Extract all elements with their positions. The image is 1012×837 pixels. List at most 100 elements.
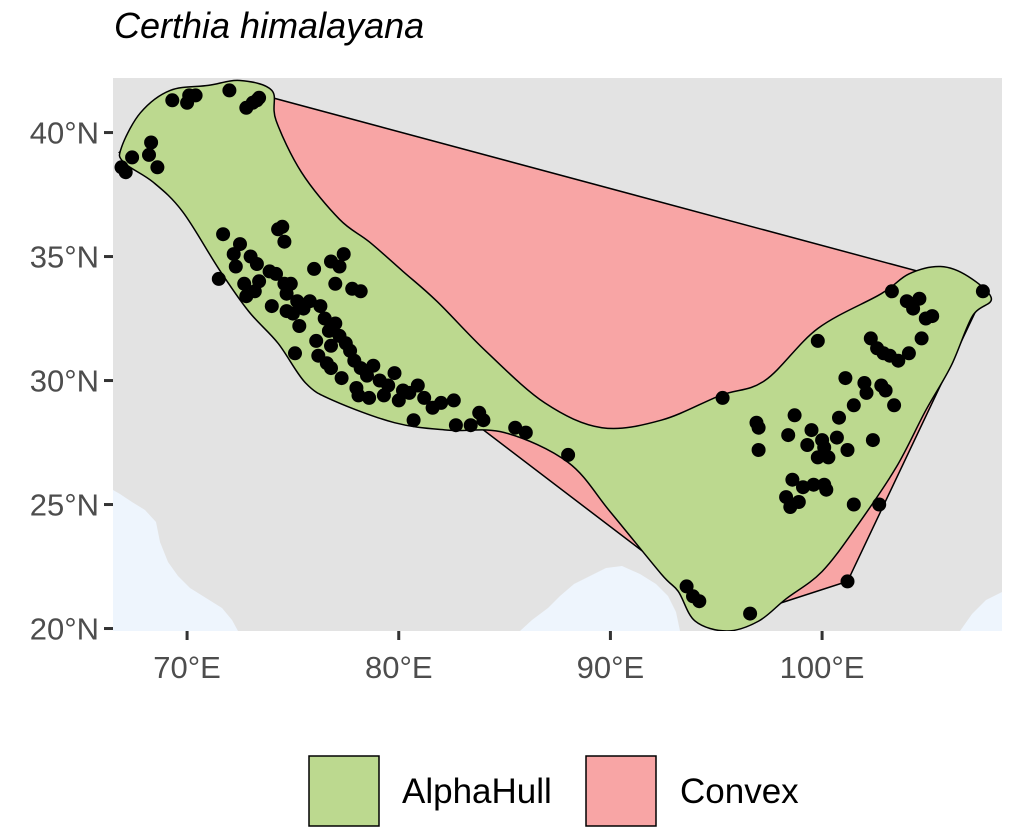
alpha-hull-polygon: [118, 79, 993, 631]
x-tick-label: 70°E: [153, 650, 221, 685]
occurrence-point: [815, 433, 830, 448]
bay-of-bengal: [520, 566, 680, 631]
occurrence-point: [906, 301, 921, 316]
occurrence-point: [144, 135, 159, 150]
occurrence-point: [249, 93, 264, 108]
occurrence-point: [328, 316, 343, 331]
occurrence-point: [751, 443, 766, 457]
x-tick-label: 100°E: [780, 650, 865, 685]
y-tick-label: 40°N: [30, 116, 99, 151]
occurrence-point: [518, 425, 533, 440]
map-panel: [113, 78, 1002, 631]
occurrence-point: [787, 408, 802, 423]
y-tick-label: 25°N: [30, 488, 99, 523]
occurrence-point: [275, 219, 290, 234]
occurrence-point: [800, 438, 815, 452]
occurrence-point: [417, 390, 432, 405]
occurrence-point: [743, 606, 758, 621]
occurrence-point: [832, 410, 846, 425]
occurrence-point: [328, 276, 343, 291]
occurrence-point: [804, 423, 819, 438]
occurrence-point: [715, 390, 730, 405]
occurrence-point: [307, 261, 322, 276]
legend: AlphaHull Convex: [308, 755, 799, 827]
x-tick-label: 90°E: [577, 650, 645, 685]
occurrence-point: [334, 371, 349, 386]
occurrence-point: [247, 284, 262, 299]
occurrence-point: [446, 393, 461, 408]
occurrence-point: [269, 266, 283, 281]
occurrence-point: [692, 594, 707, 609]
occurrence-point: [309, 333, 324, 348]
legend-swatch-alphahull: [308, 755, 380, 827]
sea-areas: [113, 490, 1002, 631]
occurrence-point: [806, 477, 821, 492]
occurrence-point: [180, 95, 195, 110]
occurrence-point: [233, 237, 247, 252]
occurrence-point: [476, 413, 491, 428]
occurrence-point: [508, 420, 523, 435]
occurrence-point: [846, 398, 861, 413]
occurrence-point: [891, 353, 906, 368]
occurrence-point: [872, 497, 887, 512]
legend-swatch-convex: [585, 755, 657, 827]
legend-label-convex: Convex: [680, 772, 799, 811]
occurrence-point: [324, 338, 338, 353]
occurrence-point: [226, 247, 241, 262]
occurrence-point: [142, 147, 156, 162]
occurrence-point: [838, 371, 853, 386]
occurrence-point: [239, 100, 254, 115]
occurrence-point: [302, 294, 317, 309]
occurrence-point: [829, 430, 844, 445]
occurrence-point: [561, 447, 576, 462]
occurrence-point: [821, 450, 836, 465]
occurrence-point: [975, 284, 990, 299]
occurrence-point: [387, 366, 402, 381]
occurrence-point: [349, 381, 364, 395]
occurrence-point: [901, 346, 916, 361]
occurrence-point: [362, 390, 377, 405]
occurrence-point: [118, 165, 133, 180]
occurrence-point: [434, 395, 449, 410]
occurrence-point: [884, 284, 899, 299]
occurrence-point: [324, 254, 338, 269]
occurrence-point: [211, 271, 226, 286]
y-axis: 20°N 25°N 30°N 35°N 40°N: [30, 116, 113, 647]
occurrence-point: [376, 388, 391, 403]
occurrence-point: [785, 472, 800, 487]
occurrence-point: [222, 83, 237, 98]
map-title: Certhia himalayana: [114, 5, 424, 46]
arabian-sea: [113, 490, 238, 631]
occurrence-point: [865, 433, 880, 448]
occurrence-point: [679, 579, 694, 594]
occurrence-point: [264, 299, 279, 314]
occurrence-point: [859, 385, 874, 400]
occurrence-point: [288, 346, 302, 361]
occurrence-point: [749, 415, 764, 430]
occurrence-point: [846, 497, 861, 512]
occurrence-point: [228, 259, 243, 274]
occurrence-point: [817, 477, 832, 492]
occurrence-point: [277, 234, 292, 249]
occurrence-point: [313, 299, 328, 314]
occurrence-point: [216, 227, 231, 242]
occurrence-point: [283, 276, 298, 291]
occurrence-point: [448, 418, 463, 433]
occurrence-point: [840, 574, 855, 589]
occurrence-point: [810, 333, 825, 348]
occurrence-point: [353, 284, 368, 299]
occurrence-point: [249, 257, 264, 271]
occurrence-point: [796, 480, 810, 495]
occurrence-point: [292, 319, 307, 333]
occurrence-point: [317, 311, 332, 326]
y-tick-label: 20°N: [30, 612, 99, 647]
occurrence-point: [324, 361, 338, 376]
occurrence-point: [914, 331, 929, 346]
occurrence-point: [150, 160, 165, 175]
occurrence-point: [165, 93, 180, 108]
y-tick-label: 30°N: [30, 364, 99, 399]
occurrence-point: [391, 393, 406, 408]
y-tick-label: 35°N: [30, 240, 99, 275]
occurrence-point: [410, 378, 425, 393]
